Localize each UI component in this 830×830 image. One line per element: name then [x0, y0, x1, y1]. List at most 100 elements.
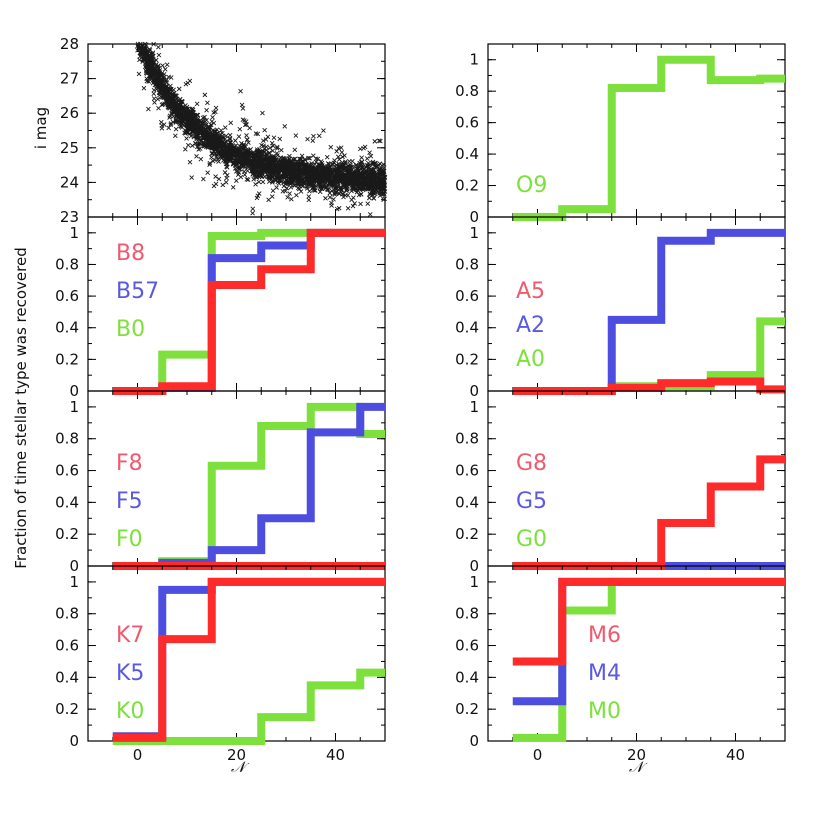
scatter-point — [366, 160, 371, 166]
scatter-point — [213, 133, 218, 139]
scatter-point — [367, 162, 372, 168]
series-B8 — [112, 228, 385, 395]
scatter-point — [250, 210, 255, 216]
scatter-point — [156, 79, 162, 84]
y-tick-label: 1 — [69, 398, 79, 416]
scatter-point — [361, 172, 367, 178]
scatter-point — [240, 106, 246, 111]
scatter-point — [156, 65, 161, 71]
scatter-point — [345, 192, 351, 198]
scatter-point — [339, 188, 344, 193]
scatter-point — [266, 173, 272, 179]
series-M4 — [512, 577, 785, 706]
scatter-point — [185, 127, 190, 132]
scatter-point — [371, 195, 376, 201]
scatter-point — [331, 180, 336, 185]
scatter-point — [265, 158, 270, 164]
scatter-point — [292, 147, 298, 153]
scatter-point — [209, 145, 215, 151]
scatter-point — [297, 176, 303, 182]
scatter-point — [222, 125, 228, 130]
series-K5 — [112, 577, 385, 741]
legend-B8: B8 — [116, 241, 145, 266]
y-tick-label: 25 — [60, 139, 79, 157]
x-tick-label: 40 — [726, 746, 745, 764]
scatter-point — [157, 90, 163, 96]
scatter-point — [277, 178, 282, 184]
scatter-point — [178, 113, 183, 119]
scatter-y-axis-label: i mag — [32, 107, 50, 149]
series-G8 — [512, 455, 785, 570]
scatter-point — [378, 138, 383, 144]
scatter-point — [199, 141, 204, 147]
y-tick-label: 0 — [69, 732, 79, 750]
y-tick-label: 0.8 — [55, 255, 79, 273]
y-tick-label: 0.6 — [55, 637, 79, 655]
scatter-point — [338, 161, 344, 167]
scatter-point — [213, 181, 219, 187]
scatter-point — [210, 114, 215, 120]
scatter-point — [182, 147, 188, 152]
scatter-point — [179, 105, 184, 110]
legend-K0: K0 — [116, 699, 144, 724]
scatter-point — [318, 159, 324, 164]
scatter-point — [149, 61, 154, 66]
scatter-point — [156, 105, 161, 111]
scatter-point — [379, 192, 385, 197]
scatter-point — [223, 156, 229, 162]
scatter-point — [215, 130, 221, 136]
scatter-point — [201, 134, 206, 140]
scatter-point — [137, 46, 142, 52]
scatter-point — [281, 162, 287, 168]
scatter-point — [213, 129, 218, 135]
scatter-point — [338, 145, 344, 151]
scatter-point — [308, 175, 314, 180]
x-tick-label: 0 — [533, 746, 543, 764]
scatter-point — [160, 63, 165, 68]
scatter-point — [236, 134, 242, 139]
scatter-point — [215, 156, 221, 162]
scatter-point — [239, 141, 244, 146]
scatter-point — [334, 162, 339, 168]
legend-A0: A0 — [516, 347, 545, 372]
scatter-point — [237, 126, 243, 132]
scatter-point — [356, 169, 362, 174]
scatter-point — [329, 188, 335, 194]
scatter-point — [195, 144, 200, 150]
scatter-point — [160, 102, 166, 107]
scatter-point — [151, 91, 157, 97]
scatter-point — [376, 163, 382, 168]
scatter-point — [280, 165, 286, 171]
scatter-point — [250, 155, 255, 161]
panel-B: 0 0.2 0.4 0.6 0.8 1 B8 B57 B0 — [55, 216, 386, 400]
scatter-point — [201, 176, 206, 182]
scatter-point — [313, 156, 319, 162]
scatter-point — [321, 178, 326, 183]
scatter-point — [292, 183, 298, 188]
scatter-point — [292, 165, 298, 170]
scatter-point — [371, 188, 377, 194]
scatter-point — [271, 135, 277, 140]
scatter-point — [216, 176, 222, 182]
y-tick-label: 0.8 — [455, 82, 479, 100]
scatter-point — [315, 156, 321, 162]
scatter-point — [321, 128, 326, 133]
scatter-point — [256, 191, 262, 196]
scatter-point — [216, 139, 222, 145]
scatter-point — [334, 172, 340, 178]
scatter-point — [225, 145, 230, 150]
scatter-point — [167, 101, 172, 106]
scatter-point — [360, 186, 366, 191]
scatter-point — [170, 92, 175, 97]
scatter-point — [212, 130, 217, 135]
series-K0 — [112, 668, 385, 745]
scatter-point — [348, 175, 354, 181]
scatter-point — [204, 107, 209, 113]
scatter-point — [198, 122, 204, 127]
legend-O9: O9 — [516, 173, 547, 198]
scatter-point — [381, 165, 387, 170]
scatter-point — [334, 148, 339, 154]
scatter-point — [159, 102, 165, 108]
scatter-point — [236, 170, 242, 175]
x-axis-label-right: 𝒩 — [629, 758, 648, 776]
